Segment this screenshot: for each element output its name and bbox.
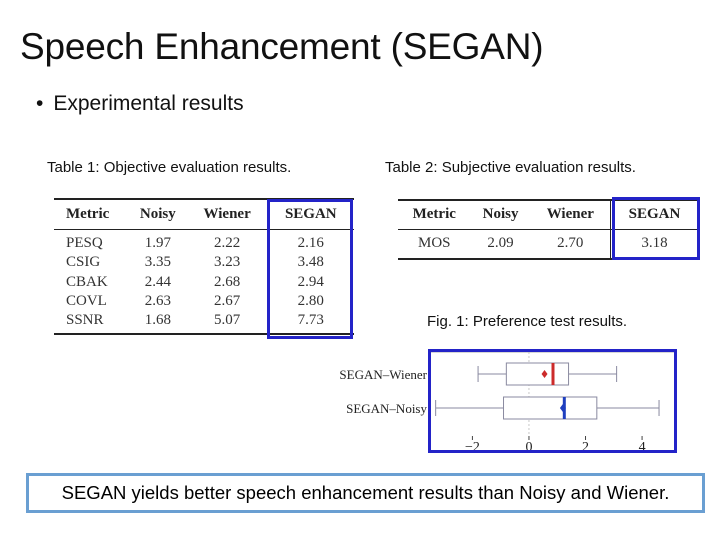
table-cell: 7.73: [266, 311, 354, 334]
table-row: PESQ 1.97 2.22 2.16: [54, 229, 354, 253]
table-header-cell: SEGAN: [266, 199, 354, 229]
box-mean-marker: [541, 370, 548, 378]
slide-title: Speech Enhancement (SEGAN): [20, 26, 544, 67]
table-header-cell: SEGAN: [610, 200, 698, 229]
table-cell: CBAK: [66, 273, 108, 290]
category-label: SEGAN–Noisy: [346, 401, 427, 416]
table-cell: 2.67: [214, 293, 241, 310]
table-cell: MOS: [418, 235, 451, 252]
table-cell: 2.68: [214, 273, 241, 290]
segan-column-highlight: [267, 199, 353, 339]
conclusion-text: SEGAN yields better speech enhancement r…: [61, 482, 670, 503]
table-cell: PESQ: [66, 235, 103, 252]
table-cell: 2.63: [144, 293, 171, 310]
table-header-cell: Noisy: [482, 206, 519, 223]
table-cell: CSIG: [66, 254, 101, 271]
conclusion-box: SEGAN yields better speech enhancement r…: [26, 473, 705, 513]
table-row: COVL 2.63 2.67 2.80: [54, 292, 354, 312]
table-header-cell: Wiener: [546, 206, 594, 223]
table-cell: 2.94: [266, 272, 354, 292]
table-row: CSIG 3.35 3.23 3.48: [54, 253, 354, 273]
table-cell: 2.16: [266, 229, 354, 253]
subjective-evaluation-table: Metric Noisy Wiener SEGAN MOS 2.09 2.70 …: [398, 199, 698, 260]
table-cell: COVL: [66, 293, 107, 310]
table-cell: 3.18: [610, 229, 698, 259]
table1-caption: Table 1: Objective evaluation results.: [47, 159, 292, 176]
segan-mos-highlight: [612, 197, 700, 260]
x-tick-label: 4: [639, 440, 646, 454]
table-row: CBAK 2.44 2.68 2.94: [54, 272, 354, 292]
table-cell: 3.48: [266, 253, 354, 273]
table-cell: 3.35: [144, 254, 171, 271]
category-label: SEGAN–Wiener: [339, 367, 427, 382]
bullet-text: Experimental results: [53, 92, 244, 115]
preference-plot-highlight: [428, 349, 677, 453]
x-tick-label: 0: [525, 440, 532, 454]
table-row: MOS 2.09 2.70 3.18: [398, 229, 698, 259]
figure-caption: Fig. 1: Preference test results.: [427, 313, 628, 330]
table-header-cell: Metric: [412, 206, 456, 223]
bullet-point: • Experimental results: [36, 92, 244, 116]
table-cell: 1.68: [144, 312, 171, 328]
table-header-cell: Wiener: [203, 205, 251, 222]
table-cell: 2.09: [487, 235, 514, 252]
table-header-cell: Metric: [66, 205, 110, 222]
table2-caption: Table 2: Subjective evaluation results.: [385, 159, 636, 176]
objective-evaluation-table: Metric Noisy Wiener SEGAN PESQ 1.97 2.22…: [54, 198, 354, 335]
x-tick-label: 2: [582, 440, 589, 454]
box-iqr: [503, 396, 598, 420]
table-cell: 1.97: [144, 235, 171, 252]
table-cell: 2.44: [144, 273, 171, 290]
table-cell: 5.07: [214, 312, 241, 328]
table-header-row: Metric Noisy Wiener SEGAN: [54, 199, 354, 229]
table-cell: 2.80: [266, 292, 354, 312]
table-cell: SSNR: [66, 312, 104, 328]
table-header-cell: Noisy: [139, 205, 176, 222]
box-mean-marker: [559, 404, 566, 412]
table-cell: 2.22: [214, 235, 241, 252]
table-row: SSNR 1.68 5.07 7.73: [54, 311, 354, 334]
table-cell: 2.70: [557, 235, 584, 252]
bullet-dot-icon: •: [36, 92, 44, 115]
table-cell: 3.23: [214, 254, 241, 271]
table-header-row: Metric Noisy Wiener SEGAN: [398, 200, 698, 229]
